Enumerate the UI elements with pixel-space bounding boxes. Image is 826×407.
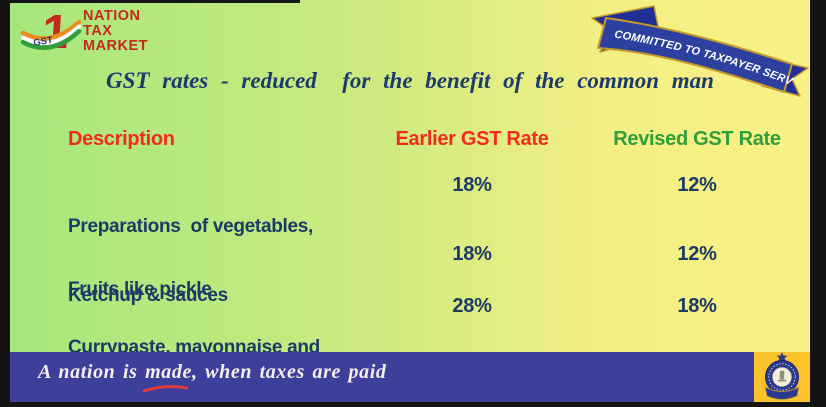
col-header-revised-rate: Revised GST Rate	[613, 128, 781, 150]
logo-swoosh-green	[20, 28, 82, 50]
red-underline-swoosh-icon	[142, 385, 189, 393]
logo-swoosh-saffron	[20, 19, 82, 41]
gst-infographic-slide: 1 GST NATION TAX MARKET COMMITTED TO TAX…	[10, 0, 810, 402]
taxpayer-services-ribbon: COMMITTED TO TAXPAYER SERVICES	[578, 2, 809, 97]
ashoka-pillar-base	[777, 379, 787, 382]
logo-line-market: MARKET	[83, 38, 148, 54]
cell-earlier-rate: 18%	[452, 174, 492, 196]
seal-text-ring	[768, 363, 796, 391]
footer-bar: A nation is made, when taxes are paid	[10, 352, 810, 402]
col-header-description: Description	[68, 128, 175, 150]
tagline-emphasis-wrap: made	[142, 361, 192, 393]
logo-swoosh-white	[20, 24, 82, 46]
ashoka-pillar-glyph	[779, 370, 785, 380]
description-line-1: Ketchup & sauces	[68, 285, 228, 306]
cell-description: Preparations of vegetables, Fruits like …	[68, 174, 368, 342]
description-line-1: Preparations of vegetables,	[68, 216, 314, 237]
logo-gst-label: GST	[33, 35, 54, 49]
tagline-pre: A nation is	[38, 361, 146, 383]
logo-line-tax: TAX	[83, 23, 112, 39]
logo-line-nation: NATION	[83, 8, 141, 24]
cell-revised-rate: 18%	[677, 295, 717, 317]
col-header-earlier-rate: Earlier GST Rate	[395, 128, 549, 150]
customs-emblem-badge	[754, 352, 810, 402]
cell-earlier-rate: 18%	[452, 243, 492, 265]
tagline-emphasis: made	[145, 361, 192, 383]
footer-tagline: A nation is made, when taxes are paid	[38, 361, 387, 393]
cell-revised-rate: 12%	[677, 174, 717, 196]
ribbon-band	[597, 17, 793, 93]
cell-earlier-rate: 28%	[452, 295, 492, 317]
customs-seal-icon	[764, 352, 800, 400]
cell-description: Ketchup & sauces	[68, 243, 368, 390]
description-line-2: Fruits like pickle	[68, 279, 212, 300]
cell-revised-rate: 12%	[677, 243, 717, 265]
gst-one-nation-logo-icon: 1 GST NATION TAX MARKET	[20, 6, 148, 59]
tagline-post: , when taxes are paid	[191, 361, 387, 383]
page-title: GST rates - reduced for the benefit of t…	[106, 68, 714, 93]
seal-star-icon	[776, 352, 788, 362]
top-edge-shadow	[10, 0, 300, 3]
seal-banner-scroll	[764, 386, 800, 400]
